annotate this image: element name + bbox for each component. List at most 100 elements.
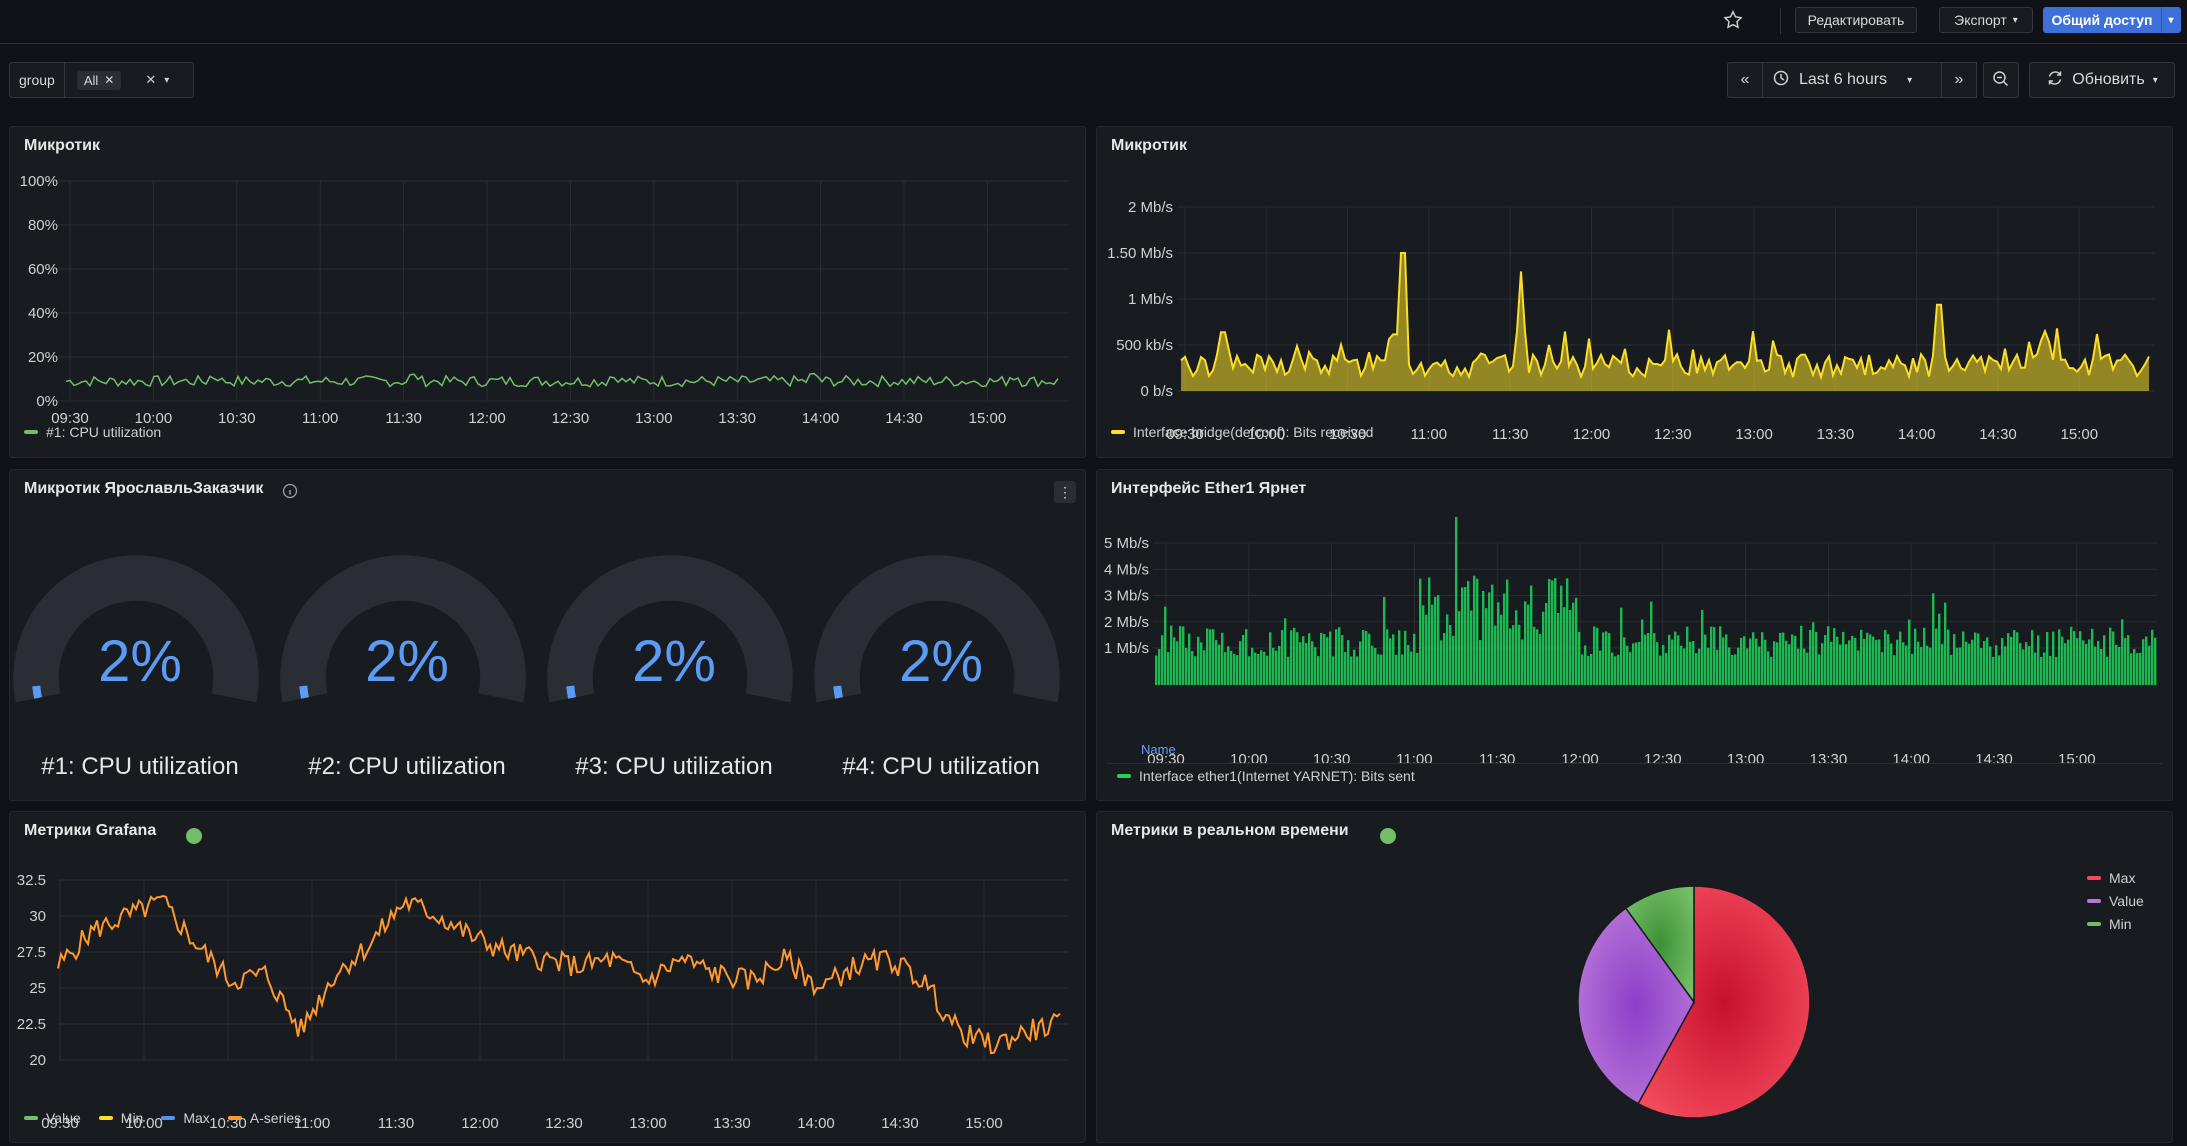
- ether-bar: [1449, 625, 1452, 685]
- x-tick-label: 10:30: [218, 410, 256, 427]
- ether-bar: [1887, 634, 1890, 685]
- ether-bar: [1410, 651, 1413, 685]
- ether-bar: [1173, 637, 1176, 685]
- ether-bar: [2121, 619, 2124, 685]
- share-button[interactable]: Общий доступ: [2043, 7, 2161, 33]
- legend-label: Interface ether1(Internet YARNET): Bits …: [1139, 768, 1415, 784]
- ether-bar: [1980, 648, 1983, 685]
- ether-bar: [1233, 653, 1236, 685]
- ether-bar: [1368, 633, 1371, 685]
- ether-bar: [1968, 643, 1971, 685]
- remove-chip-icon[interactable]: ✕: [104, 73, 115, 87]
- ether-bar: [1659, 655, 1662, 685]
- ether-bar: [2019, 643, 2022, 685]
- edit-button[interactable]: Редактировать: [1795, 7, 1917, 33]
- legend-item[interactable]: Min: [2087, 916, 2144, 932]
- ether-bar: [1878, 639, 1881, 685]
- panel-menu-button[interactable]: ⋮: [1054, 481, 1076, 503]
- cpu-legend[interactable]: #1: CPU utilization: [24, 424, 161, 440]
- chevron-down-icon: ▾: [2152, 74, 2158, 86]
- ether-bar: [1839, 644, 1842, 685]
- realtime-pie-chart[interactable]: [1347, 842, 1947, 1142]
- ether-bar: [1386, 629, 1389, 685]
- ether-bar: [1740, 637, 1743, 685]
- ether-bar: [1458, 611, 1461, 685]
- y-tick-label: 20%: [28, 349, 58, 366]
- refresh-button[interactable]: Обновить ▾: [2029, 62, 2175, 98]
- x-tick-label: 14:30: [881, 1115, 919, 1132]
- time-forward-button[interactable]: »: [1941, 62, 1977, 98]
- x-tick-label: 09:30: [41, 1115, 79, 1132]
- time-range-picker[interactable]: Last 6 hours ▾: [1762, 62, 1942, 98]
- y-tick-label: 3 Mb/s: [1104, 588, 1149, 605]
- chevron-down-icon: ▾: [2168, 14, 2174, 26]
- y-tick-label: 1.50 Mb/s: [1107, 245, 1173, 262]
- bridge-legend[interactable]: Interface bridge(defconf): Bits received: [1111, 424, 1373, 440]
- ether-bar: [1182, 626, 1185, 685]
- ether-bar: [1716, 649, 1719, 685]
- x-tick-label: 12:30: [545, 1115, 583, 1132]
- ether-bar: [2091, 628, 2094, 685]
- ether-bar: [1542, 611, 1545, 685]
- ether-bar: [1884, 629, 1887, 685]
- y-tick-label: 60%: [28, 261, 58, 278]
- ether-bar: [2154, 637, 2157, 685]
- bridge-chart[interactable]: 2 Mb/s 1.50 Mb/s 1 Mb/s 500 kb/s 0 b/s 09:30 1…: [1097, 157, 2174, 457]
- ether-bar: [1392, 634, 1395, 685]
- cpu-chart[interactable]: 100% 80% 60% 40% 20% 0%09:30 10:00 10:30 11:00 11…: [10, 157, 1087, 457]
- ether-bar: [1989, 646, 1992, 685]
- ether-bar: [1263, 651, 1266, 685]
- ether-bar: [1290, 630, 1293, 685]
- x-tick-label: 14:30: [1979, 426, 2017, 443]
- pie-slice-value[interactable]: [1577, 907, 1695, 1105]
- time-back-button[interactable]: «: [1727, 62, 1763, 98]
- panel-bridge-traffic: Микротик 2 Mb/s 1.50 Mb/s 1 Mb/s 500 kb/s 0 …: [1096, 126, 2173, 458]
- ether-bar: [1755, 638, 1758, 685]
- share-menu-button[interactable]: ▾: [2161, 7, 2181, 33]
- ether-bar: [1617, 654, 1620, 685]
- realtime-legend[interactable]: Max Value Min: [2087, 870, 2144, 939]
- ether-bar: [1518, 624, 1521, 685]
- ether-bar: [1590, 654, 1593, 685]
- legend-swatch: [161, 1116, 176, 1120]
- panel-cpu-gauges: Микротик ЯрославльЗаказчик ⋮ 2% #1: CPU u…: [9, 469, 1086, 801]
- y-tick-label: 500 kb/s: [1116, 337, 1173, 354]
- ether-bar: [1356, 656, 1359, 685]
- ether-bar: [1554, 578, 1557, 685]
- pie-slice-min[interactable]: [1624, 885, 1695, 1005]
- ether-bar: [1644, 634, 1647, 685]
- ether-bar: [1773, 641, 1776, 685]
- ether-bar: [1833, 628, 1836, 685]
- star-icon[interactable]: [1722, 9, 1744, 36]
- legend-item[interactable]: Value: [2087, 893, 2144, 909]
- ether-bar: [1911, 653, 1914, 685]
- legend-label: Min: [120, 1110, 144, 1126]
- chevron-down-icon[interactable]: ▾: [164, 74, 170, 86]
- gauge-value: 2%: [365, 629, 449, 694]
- zoom-out-button[interactable]: [1983, 62, 2019, 98]
- clear-icon[interactable]: ✕: [145, 72, 157, 87]
- ether-bar: [1380, 654, 1383, 685]
- ether-bar: [1353, 649, 1356, 685]
- ether-bar: [2145, 636, 2148, 685]
- group-value-chip[interactable]: All ✕: [76, 70, 122, 90]
- ether-legend[interactable]: Interface ether1(Internet YARNET): Bits …: [1117, 768, 1415, 784]
- ether-bar: [1815, 631, 1818, 685]
- ether-bar: [1668, 634, 1671, 685]
- export-button[interactable]: Экспорт ▾: [1939, 7, 2033, 33]
- ether-chart[interactable]: 5 Mb/s4 Mb/s3 Mb/s2 Mb/s1 Mb/s09:30 10:00…: [1097, 500, 2174, 780]
- grafana-legend[interactable]: Value Min Max A-series: [24, 1110, 319, 1126]
- gauge-arc: [547, 555, 793, 703]
- x-tick-label: 13:30: [1817, 426, 1855, 443]
- info-icon[interactable]: [282, 483, 298, 504]
- ether-bar: [1707, 647, 1710, 685]
- pie-slice-max[interactable]: [1637, 885, 1811, 1119]
- ether-bar: [1278, 646, 1281, 685]
- ether-bar: [1665, 652, 1668, 685]
- x-tick-label: 10:30: [1329, 426, 1367, 443]
- x-tick-label: 14:30: [1975, 751, 2013, 768]
- group-value-label: All: [83, 72, 99, 88]
- ether-bar: [1566, 578, 1569, 685]
- legend-item[interactable]: Max: [2087, 870, 2144, 886]
